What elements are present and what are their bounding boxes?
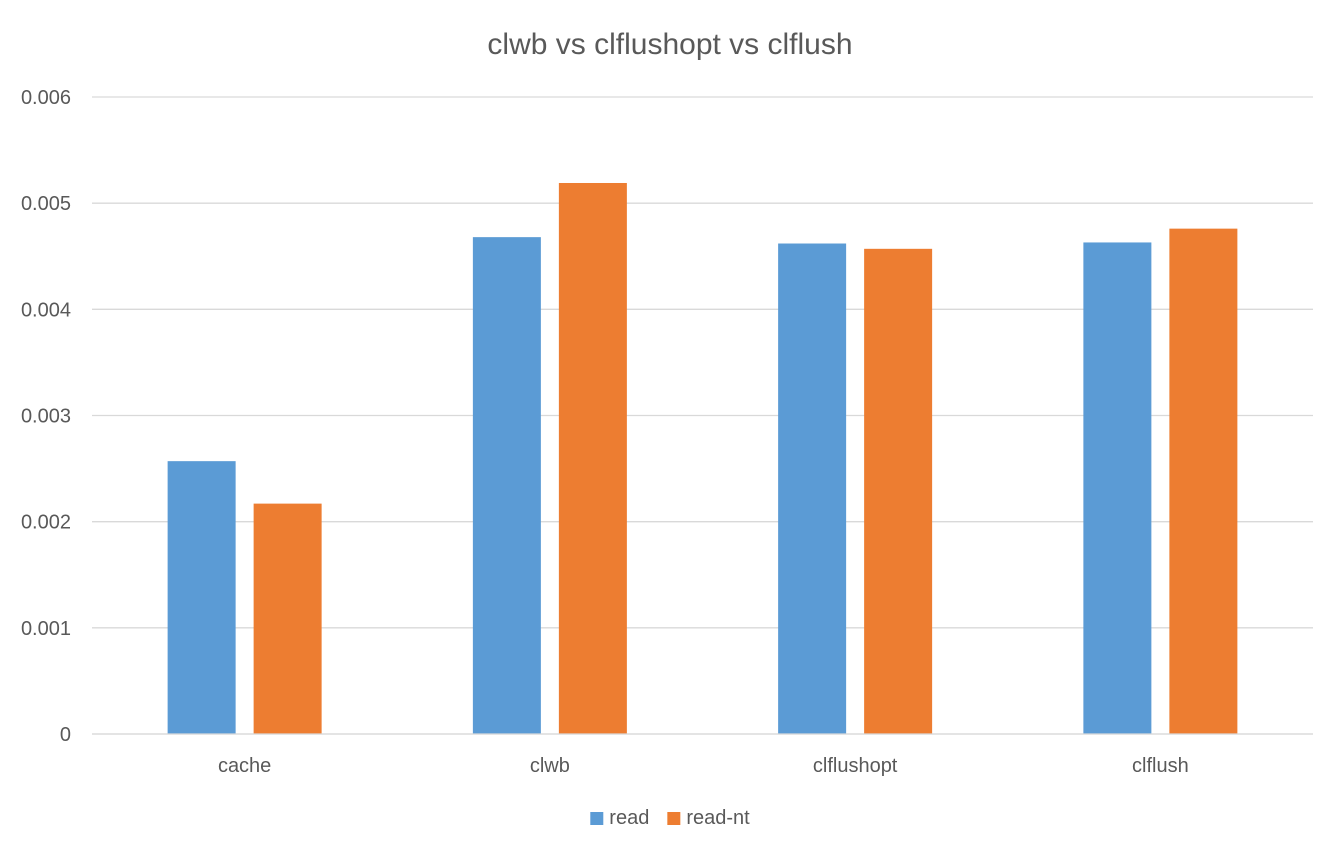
bar-read-nt-clwb [558,182,627,734]
bar-read-nt-cache [253,503,322,734]
y-tick-label: 0 [60,724,71,746]
bars [167,182,1238,734]
x-tick-label: clwb [530,755,570,777]
y-tick-label: 0.005 [21,193,71,215]
y-tick-label: 0.006 [21,87,71,109]
y-tick-label: 0.004 [21,299,71,321]
bar-read-clflush [1083,242,1152,734]
bar-read-nt-clflush [1169,228,1238,734]
legend-label: read-nt [686,807,750,829]
legend-swatch [667,812,681,825]
bar-read-cache [167,461,236,734]
x-tick-label: clflushopt [813,755,898,777]
bar-read-clwb [472,237,541,734]
x-axis: cache clwb clflushopt clflush [92,733,1313,777]
y-tick-label: 0.001 [21,618,71,640]
x-tick-label: cache [218,755,271,777]
legend: read read-nt [590,807,750,829]
y-tick-label: 0.003 [21,406,71,428]
bar-read-nt-clflushopt [864,248,933,734]
chart-title: clwb vs clflushopt vs clflush [487,28,852,61]
bar-read-clflushopt [778,243,847,734]
y-tick-label: 0.002 [21,512,71,534]
y-axis: 0 0.001 0.002 0.003 0.004 0.005 0.006 [21,87,71,746]
legend-item: read-nt [667,807,750,829]
legend-swatch [590,812,604,825]
legend-label: read [609,807,649,829]
legend-item: read [590,807,649,829]
x-tick-label: clflush [1132,755,1189,777]
